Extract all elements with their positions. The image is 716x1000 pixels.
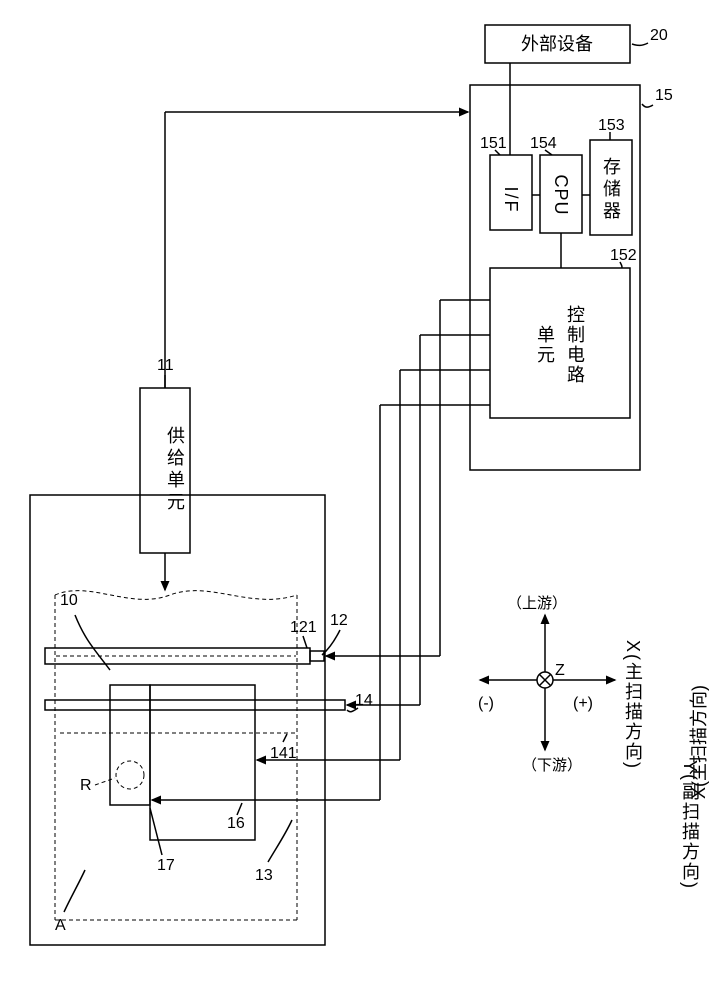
head-16: 16 <box>150 685 255 840</box>
if-151: I/F 151 <box>480 135 532 230</box>
ref-r-text: R <box>80 777 92 794</box>
ref-10-text: 10 <box>60 592 78 609</box>
plus-label: (+) <box>573 695 593 712</box>
ref-20-text: 20 <box>650 27 668 44</box>
ref-13-text: 13 <box>255 867 273 884</box>
cpu-154: CPU 154 <box>530 135 582 233</box>
ref-154-text: 154 <box>530 135 557 152</box>
downstream-label: （下游） <box>522 757 582 774</box>
sensor-17: R 17 <box>80 685 175 874</box>
memory-label: 存储器 <box>601 157 621 223</box>
unit-label: 单元 <box>535 325 555 365</box>
y-axis-label: Y(副扫描方向) <box>680 760 700 890</box>
cpu-label: CPU <box>551 174 571 215</box>
rail-14: 141 14 <box>45 692 373 762</box>
ref-10: 10 <box>60 592 110 670</box>
unit-control-152: 单元 控制电路 152 <box>490 247 637 418</box>
leader-a <box>64 870 85 912</box>
supply-unit-label: 供给单元 <box>165 426 185 514</box>
ref-121-text: 121 <box>290 619 317 636</box>
enclosure-a <box>30 495 325 945</box>
ctrl-to-14 <box>347 335 490 705</box>
memory-153: 存储器 153 <box>590 117 632 235</box>
shaft-12: 121 12 <box>45 612 348 664</box>
ref-153-text: 153 <box>598 117 625 134</box>
ctrl-circuit-label: 控制电路 <box>565 305 585 385</box>
coord-axes: Z X(主扫描方向) X(主扫描方向) (+) (-) Y(副扫描方向) （下游… <box>478 595 709 890</box>
x-axis-label2: X(主扫描方向) <box>623 640 643 770</box>
upstream-label: （上游） <box>507 595 567 612</box>
ref-16-text: 16 <box>227 815 245 832</box>
ref-151-text: 151 <box>480 135 507 152</box>
minus-label: (-) <box>478 695 494 712</box>
ref-152-text: 152 <box>610 247 637 264</box>
ctrl-to-12 <box>326 300 490 656</box>
ref-17-text: 17 <box>157 857 175 874</box>
z-label: Z <box>555 662 565 679</box>
diagram-canvas: 10 供给单元 11 A 13 121 <box>0 0 716 1000</box>
ref-14-text: 14 <box>355 692 373 709</box>
ctrl-to-16 <box>257 370 490 760</box>
ref-15-text: 15 <box>655 87 673 104</box>
ref-12-text: 12 <box>330 612 348 629</box>
medium-13: 13 <box>55 591 297 920</box>
external-device-label: 外部设备 <box>521 34 593 54</box>
if-label: I/F <box>501 187 521 214</box>
